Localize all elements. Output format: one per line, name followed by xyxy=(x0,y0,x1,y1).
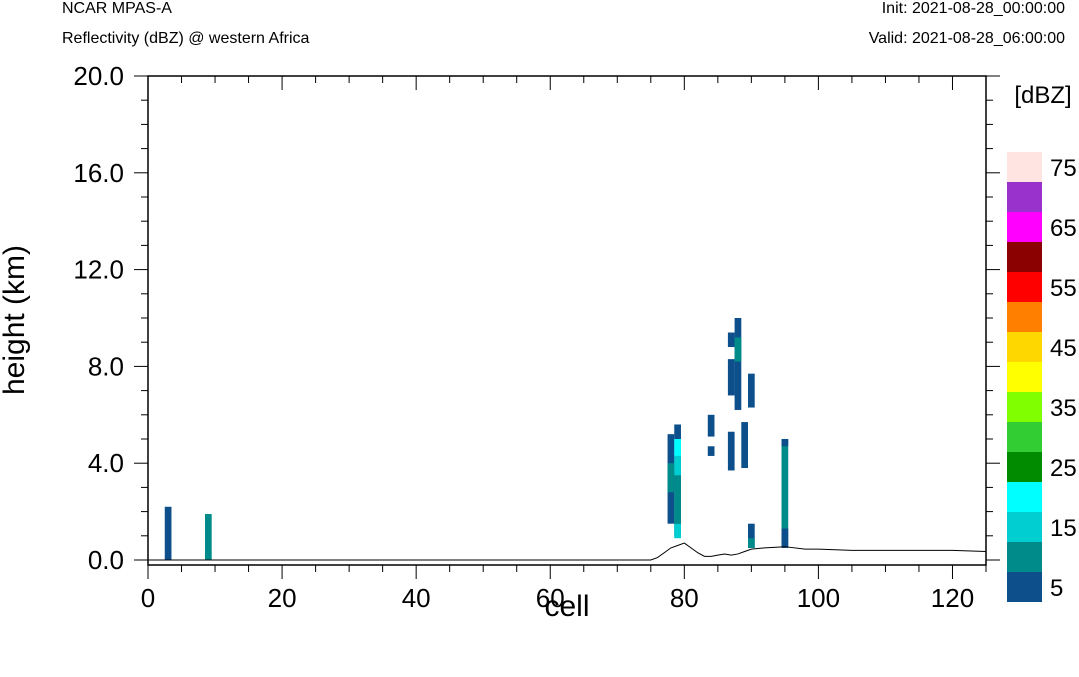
reflectivity-cell xyxy=(727,332,735,348)
y-tick-label: 12.0 xyxy=(73,255,124,285)
y-tick-label: 16.0 xyxy=(73,158,124,188)
colorbar-tick-label: 75 xyxy=(1050,155,1077,182)
colorbar-swatch xyxy=(1007,482,1042,512)
colorbar-unit-label: [dBZ] xyxy=(1014,82,1071,109)
x-tick-label: 100 xyxy=(797,583,840,613)
x-tick-label: 0 xyxy=(141,583,155,613)
axis-ticks xyxy=(134,75,1000,579)
reflectivity-cell xyxy=(707,446,715,456)
colorbar-tick-label: 35 xyxy=(1050,395,1077,422)
x-tick-label: 40 xyxy=(402,583,431,613)
colorbar-swatch xyxy=(1007,272,1042,302)
reflectivity-cell xyxy=(727,431,735,471)
reflectivity-cell xyxy=(781,528,789,548)
x-tick-label: 60 xyxy=(536,583,565,613)
reflectivity-cell xyxy=(781,439,789,548)
reflectivity-cell xyxy=(748,523,755,548)
x-tick-labels: 0 20 40 60 80 100 120 xyxy=(141,583,974,613)
x-tick-label: 80 xyxy=(670,583,699,613)
colorbar-swatch xyxy=(1007,572,1042,602)
field-subtitle: Reflectivity (dBZ) @ western Africa xyxy=(62,30,310,47)
terrain-line xyxy=(148,542,987,561)
reflectivity-cell xyxy=(707,414,715,437)
colorbar-swatch xyxy=(1007,242,1042,272)
colorbar-tick-label: 15 xyxy=(1050,515,1077,542)
colorbar-swatch xyxy=(1007,332,1042,362)
reflectivity-cell xyxy=(674,439,681,456)
reflectivity-cell xyxy=(741,422,749,469)
valid-time: Valid: 2021-08-28_06:00:00 xyxy=(868,30,1065,47)
y-tick-labels: 0.0 4.0 8.0 12.0 16.0 20.0 xyxy=(73,61,124,575)
colorbar-swatch xyxy=(1007,392,1042,422)
colorbar-swatch xyxy=(1007,182,1042,212)
colorbar-tick-label: 55 xyxy=(1050,275,1077,302)
y-tick-label: 8.0 xyxy=(88,351,124,381)
colorbar-tick-label: 45 xyxy=(1050,335,1077,362)
plot-frame xyxy=(147,75,987,566)
x-tick-label: 20 xyxy=(268,583,297,613)
reflectivity-cells xyxy=(164,318,789,560)
y-axis-label: height (km) xyxy=(0,245,31,395)
y-tick-label: 4.0 xyxy=(88,448,124,478)
colorbar-swatch xyxy=(1007,512,1042,542)
reflectivity-cell xyxy=(734,337,742,362)
terrain xyxy=(148,542,987,561)
x-tick-label: 120 xyxy=(931,583,974,613)
reflectivity-cell xyxy=(748,373,755,408)
reflectivity-cell xyxy=(164,506,172,560)
reflectivity-cell xyxy=(781,439,789,447)
reflectivity-cell xyxy=(674,455,681,476)
x-axis-label: cell xyxy=(544,590,589,623)
init-time: Init: 2021-08-28_00:00:00 xyxy=(881,0,1065,17)
y-tick-label: 20.0 xyxy=(73,61,124,91)
reflectivity-cell xyxy=(734,318,742,410)
colorbar-swatch xyxy=(1007,362,1042,392)
reflectivity-cell xyxy=(727,359,735,396)
reflectivity-cell xyxy=(674,523,681,539)
colorbar-swatch xyxy=(1007,422,1042,452)
y-tick-label: 0.0 xyxy=(88,545,124,575)
reflectivity-cell xyxy=(667,463,675,493)
colorbar-swatch xyxy=(1007,542,1042,572)
model-title: NCAR MPAS-A xyxy=(62,0,172,17)
colorbar-swatch xyxy=(1007,452,1042,482)
colorbar-swatch xyxy=(1007,212,1042,242)
colorbar: 5 15 25 35 45 55 65 75 xyxy=(1007,152,1077,602)
colorbar-swatch xyxy=(1007,302,1042,332)
colorbar-tick-label: 5 xyxy=(1050,575,1063,602)
colorbar-swatch xyxy=(1007,152,1042,182)
colorbar-tick-label: 65 xyxy=(1050,215,1077,242)
reflectivity-cell xyxy=(748,538,755,548)
reflectivity-cell xyxy=(204,514,212,560)
reflectivity-cell xyxy=(674,475,681,524)
colorbar-tick-label: 25 xyxy=(1050,455,1077,482)
